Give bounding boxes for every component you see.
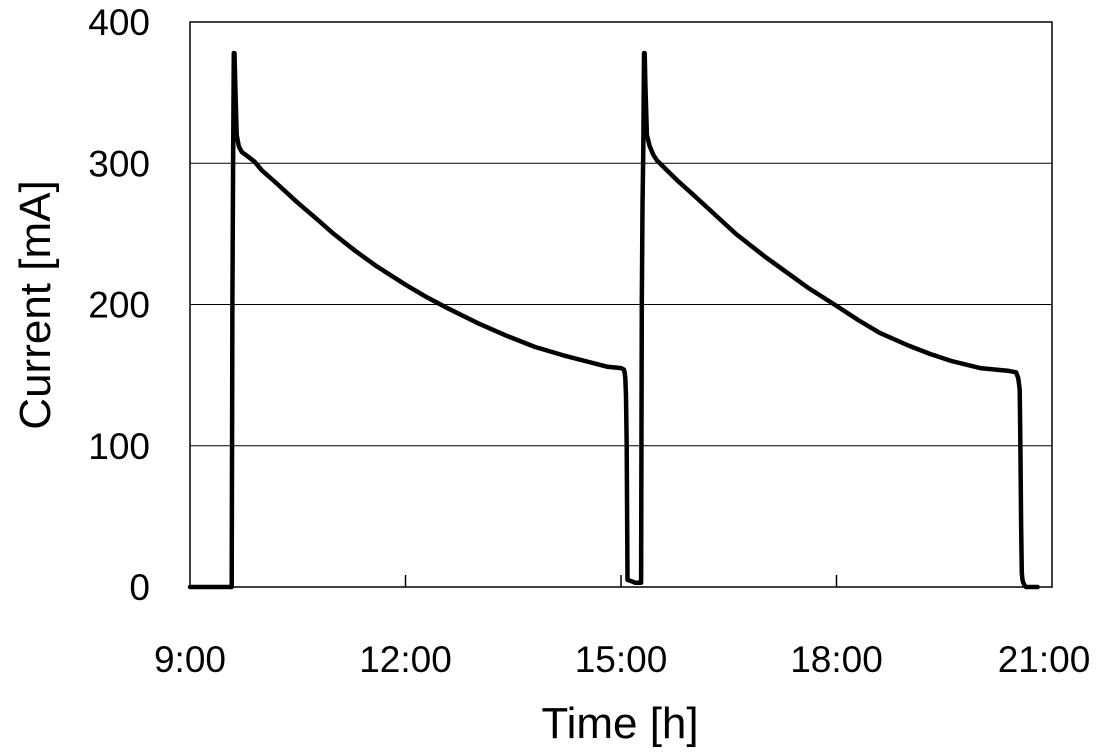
current-series-line bbox=[187, 50, 1040, 590]
y-tick-label: 300 bbox=[88, 143, 150, 184]
y-axis-title: Current [mA] bbox=[11, 180, 60, 429]
y-tick-label: 200 bbox=[88, 285, 150, 326]
y-tick-labels: 0 100 200 300 400 bbox=[88, 2, 150, 608]
x-tick-label: 21:00 bbox=[998, 639, 1091, 680]
x-tick-labels: 9:00 12:00 15:00 18:00 21:00 bbox=[154, 639, 1090, 680]
plot-frame bbox=[189, 21, 1053, 588]
x-axis-ticks bbox=[404, 575, 838, 587]
gridlines bbox=[190, 162, 1052, 447]
x-tick-label: 15:00 bbox=[575, 639, 668, 680]
x-tick-label: 12:00 bbox=[359, 639, 452, 680]
y-tick-label: 400 bbox=[88, 2, 150, 43]
x-tick-label: 18:00 bbox=[790, 639, 883, 680]
y-tick-label: 100 bbox=[88, 426, 150, 467]
y-tick-label: 0 bbox=[129, 567, 150, 608]
x-axis-title: Time [h] bbox=[541, 699, 698, 748]
x-tick-label: 9:00 bbox=[154, 639, 226, 680]
